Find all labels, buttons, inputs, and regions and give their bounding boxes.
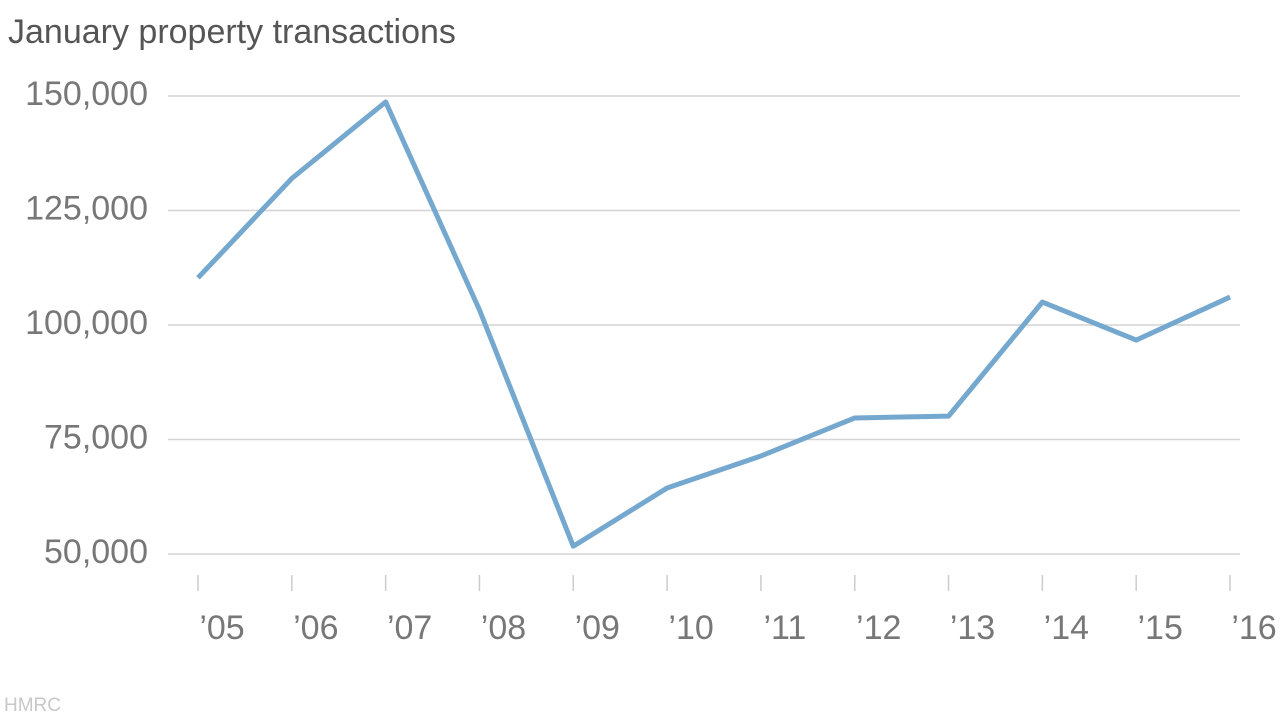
x-tick-label: ’06 [293, 609, 338, 647]
source: HMRC [4, 695, 61, 716]
x-tick-label: ’05 [199, 609, 244, 647]
y-tick-label: 125,000 [25, 189, 148, 227]
x-tick-label: ’16 [1231, 609, 1276, 647]
y-tick-label: 150,000 [25, 75, 148, 113]
y-tick-label: 100,000 [25, 304, 148, 342]
x-tick-label: ’08 [481, 609, 526, 647]
x-tick-label: ’11 [763, 609, 806, 647]
x-tick-label: ’09 [575, 609, 620, 647]
chart-title: January property transactions [8, 13, 456, 51]
x-tick-label: ’13 [950, 609, 995, 647]
line [196, 99, 1232, 549]
y-tick-label: 50,000 [44, 533, 148, 571]
x-tick-label: ’10 [668, 609, 713, 647]
x-tick-label: ’14 [1044, 609, 1089, 647]
y-tick-label: 75,000 [44, 418, 148, 456]
x-tick-label: ’12 [856, 609, 901, 647]
x-tick-label: ’15 [1137, 609, 1182, 647]
x-tick-label: ’07 [387, 609, 432, 647]
